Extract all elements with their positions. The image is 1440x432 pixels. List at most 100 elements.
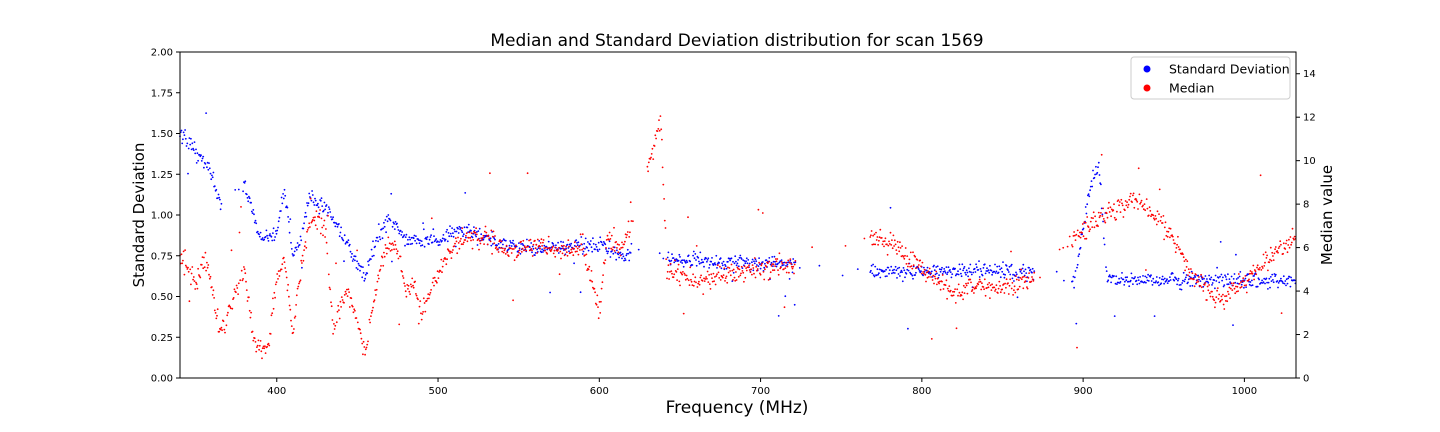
data-point [195,162,198,164]
data-point [303,222,305,225]
data-point [986,283,989,286]
data-point [1112,209,1115,212]
data-point [403,234,406,237]
data-point [412,284,414,287]
data-point [421,244,424,247]
data-point [442,260,445,263]
data-point [892,271,895,274]
data-point [273,239,276,242]
y-axis-label: Standard Deviation [130,143,148,288]
data-point [1103,220,1106,222]
data-point [440,258,443,261]
data-point [745,267,747,269]
data-point [268,234,271,237]
data-point [730,257,733,260]
data-point [1091,185,1094,188]
data-point [281,202,284,205]
data-point [1264,282,1266,285]
data-point [969,263,972,266]
data-point [430,217,433,220]
data-point [1114,282,1117,285]
data-point [746,262,749,265]
data-point [454,237,457,240]
data-point [1008,284,1011,287]
data-point [1224,300,1227,302]
data-point [952,290,954,293]
data-point [1202,290,1205,292]
data-point [1279,279,1282,282]
data-point [283,188,286,191]
data-point [1239,286,1242,289]
data-point [881,243,884,246]
data-point [248,309,251,312]
data-point [1214,306,1216,309]
data-point [350,256,353,258]
data-point [957,283,960,286]
data-point [794,261,797,264]
data-point [368,318,371,321]
data-point [1078,253,1081,256]
data-point [449,225,451,228]
data-point [590,270,593,272]
data-point [431,241,434,244]
data-point [714,283,717,286]
data-point [1121,204,1124,207]
data-point [1173,279,1176,282]
data-point [446,240,449,243]
data-point [254,341,257,343]
data-point [1107,207,1110,210]
data-point [602,244,604,247]
data-point [204,251,207,254]
data-point [1271,273,1274,276]
data-point [971,289,974,291]
data-point [946,271,949,274]
data-point [991,273,993,276]
data-point [1184,269,1186,272]
data-point [184,264,187,267]
data-point [553,249,556,252]
data-point [597,250,599,253]
data-point [669,271,671,273]
data-point [589,240,592,242]
data-point [209,275,212,278]
data-point [259,231,262,234]
data-point [394,221,397,223]
data-point [940,268,943,271]
data-point [1200,273,1202,276]
data-point [912,251,914,254]
data-point [1100,212,1102,214]
data-point [908,258,911,261]
data-point [351,305,354,308]
data-point [557,252,560,254]
data-point [1135,279,1138,282]
data-point [1095,220,1097,223]
data-point [313,219,316,222]
data-point [377,223,380,226]
data-point [203,256,205,259]
data-point [1200,286,1203,289]
data-point [1092,169,1094,172]
x-axis: 400 500 600 700 800 900 1000 [267,378,1257,397]
data-point [495,246,498,248]
data-point [695,264,698,267]
data-point [1162,278,1165,281]
data-point [579,249,581,251]
data-point [1266,281,1268,284]
y-tick-label: 0.50 [151,292,173,303]
data-point [748,264,750,267]
data-point [1285,239,1288,242]
data-point [695,281,697,284]
data-point [363,279,366,282]
data-point [213,297,216,299]
y-right-tick-label: 2 [1303,330,1309,341]
data-point [604,243,607,246]
data-point [989,264,991,267]
data-point [272,232,274,235]
data-point [1073,234,1076,237]
data-point [478,227,481,230]
data-point [677,263,680,266]
data-point [1165,234,1168,237]
data-point [526,238,528,241]
data-point [197,159,200,162]
data-point [961,291,964,294]
